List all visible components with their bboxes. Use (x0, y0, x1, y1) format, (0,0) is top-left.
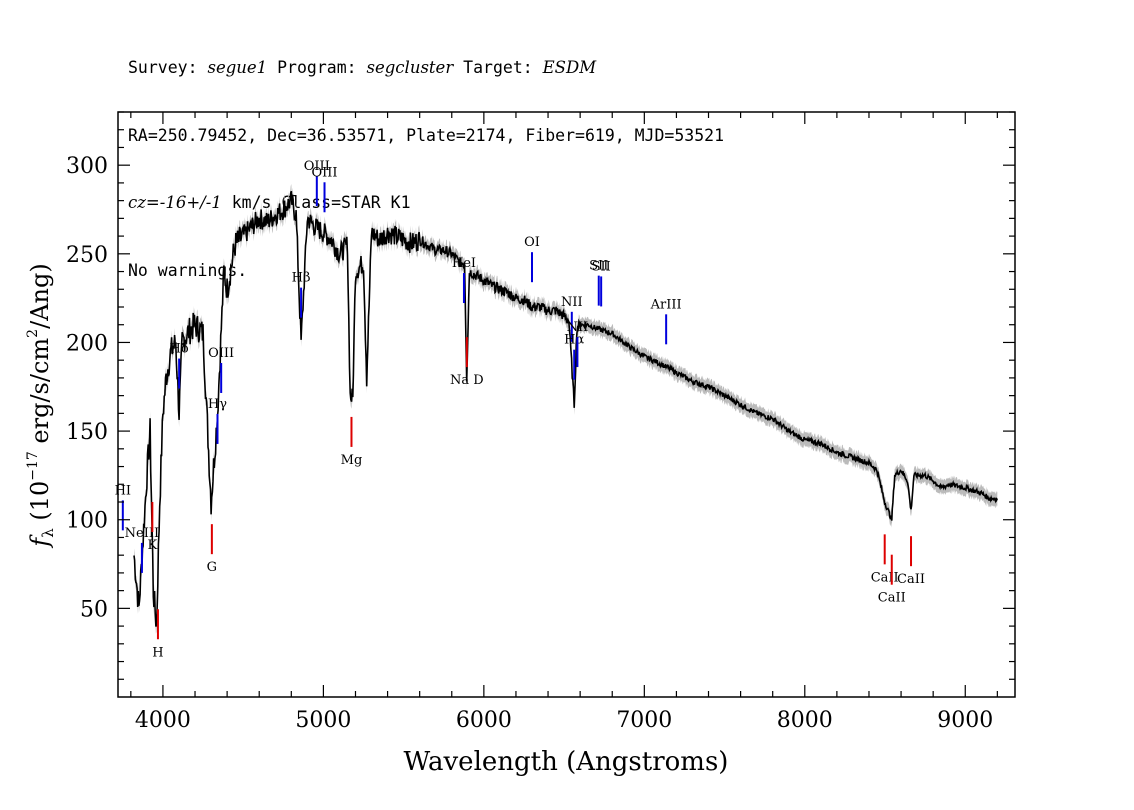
absorption-label: G (207, 560, 217, 575)
y-tick-label: 300 (66, 154, 108, 179)
y-axis-label: fλ (10−17 erg/s/cm2/Ang) (25, 263, 57, 548)
cz-label: cz= (128, 193, 160, 212)
cz-value: -16+/-1 (159, 193, 222, 212)
x-tick-label: 6000 (456, 708, 512, 733)
emission-label: OIII (208, 346, 234, 361)
spectrum-line (133, 190, 999, 627)
y-tick-label: 200 (66, 331, 108, 356)
target-value: ESDM (542, 58, 597, 77)
survey-value: segue1 (207, 58, 268, 77)
emission-label: SII (589, 259, 608, 274)
x-tick-label: 7000 (616, 708, 672, 733)
y-tick-label: 250 (66, 243, 108, 268)
emission-label: OI (524, 235, 540, 250)
header-line-2: RA=250.79452, Dec=36.53571, Plate=2174, … (128, 125, 725, 145)
program-value: segcluster (366, 58, 454, 77)
x-tick-label: 5000 (295, 708, 351, 733)
absorption-label: CaII (871, 570, 899, 585)
emission-label: Hα (564, 333, 584, 348)
y-tick-label: 100 (66, 509, 108, 534)
absorption-label: H (152, 645, 163, 660)
x-axis-label: Wavelength (Angstroms) (404, 747, 729, 777)
class-text: km/s Class=STAR K1 (231, 193, 411, 212)
x-tick-label: 8000 (777, 708, 833, 733)
emission-label: NII (567, 320, 589, 335)
emission-label: SII (592, 259, 611, 274)
absorption-label: K (147, 538, 157, 553)
y-tick-label: 50 (80, 597, 108, 622)
emission-label: OIII (311, 165, 337, 180)
svg-text:fλ (10−17 erg/s/cm2/Ang): fλ (10−17 erg/s/cm2/Ang) (25, 263, 57, 548)
spectrum-header: Survey: segue1 Program: segcluster Targe… (128, 12, 724, 305)
x-tick-label: 9000 (937, 708, 993, 733)
survey-label: Survey: (128, 58, 208, 77)
emission-label: Hγ (208, 397, 227, 412)
error-band (134, 184, 998, 634)
y-tick-label: 150 (66, 420, 108, 445)
emission-label: ArIII (650, 297, 682, 312)
absorption-label: Na D (450, 373, 484, 388)
emission-label: Hδ (170, 342, 189, 357)
emission-label: HI (115, 483, 131, 498)
plot-frame (117, 111, 1016, 698)
header-line-3: cz=-16+/-1 km/s Class=STAR K1 (128, 192, 724, 215)
absorption-label: CaII (897, 572, 925, 587)
emission-label: HeI (452, 256, 476, 271)
x-tick-label: 4000 (135, 708, 191, 733)
program-label: Program: (267, 58, 367, 77)
emission-label: OIII (304, 159, 330, 174)
emission-label: NeIII (125, 526, 159, 541)
absorption-label: CaII (878, 591, 906, 606)
emission-label: NII (561, 295, 583, 310)
absorption-label: Mg (341, 453, 363, 468)
emission-label: Hβ (292, 271, 311, 286)
target-label: Target: (453, 58, 543, 77)
header-line-1: Survey: segue1 Program: segcluster Targe… (128, 57, 724, 80)
